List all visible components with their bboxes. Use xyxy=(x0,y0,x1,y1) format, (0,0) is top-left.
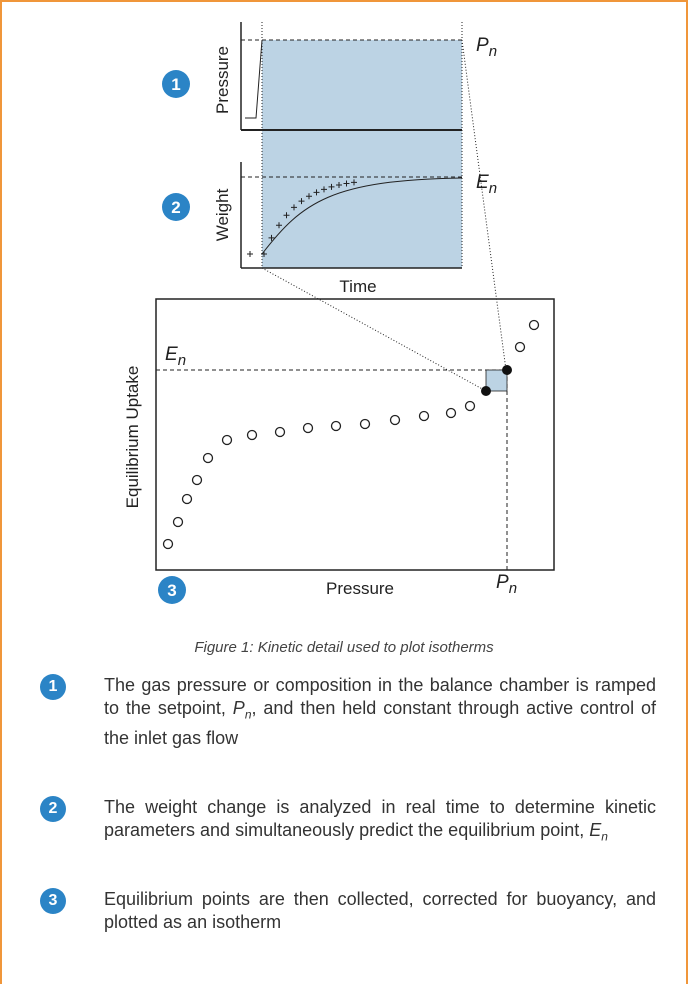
step-badge: 1 xyxy=(40,674,66,700)
en-label: En xyxy=(165,344,186,369)
sample-marker xyxy=(343,180,350,187)
caption: Figure 1: Kinetic detail used to plot is… xyxy=(194,639,494,656)
step-text: The weight change is analyzed in real ti… xyxy=(104,796,656,849)
sample-marker xyxy=(276,222,282,229)
figure: 1 2 3 Pressure Weight Time Equilibrium U… xyxy=(123,22,555,656)
en-label: En xyxy=(476,172,497,197)
symbol-letter: P xyxy=(232,698,245,718)
isotherm-point xyxy=(246,429,258,441)
isotherm-point xyxy=(162,538,174,550)
step-text: Equilibrium points are then collected, c… xyxy=(104,888,656,934)
isotherm-point xyxy=(464,400,476,412)
isotherm-point xyxy=(202,452,214,464)
axis-label: Weight xyxy=(213,188,232,241)
symbol: En xyxy=(589,820,608,844)
isotherm-point xyxy=(172,516,184,528)
isotherm-point xyxy=(528,319,540,331)
axis-label: Time xyxy=(339,277,376,296)
sample-marker xyxy=(298,198,305,205)
badge: 1 xyxy=(171,75,180,94)
sample-marker xyxy=(268,234,275,241)
sample-marker xyxy=(247,251,253,257)
sample-marker xyxy=(283,212,290,219)
badge: 3 xyxy=(167,581,176,600)
sample-marker xyxy=(313,189,320,196)
sample-marker xyxy=(351,179,357,186)
pn-label: Pn xyxy=(496,572,517,597)
axis-label: Equilibrium Uptake xyxy=(123,366,142,509)
text: Equilibrium points are then collected, c… xyxy=(104,889,656,932)
isotherm-point xyxy=(191,474,203,486)
subscript: n xyxy=(244,707,252,722)
badge: 2 xyxy=(171,198,180,217)
sample-marker xyxy=(261,251,267,257)
subscript: n xyxy=(601,829,608,844)
isotherm-point xyxy=(274,426,286,438)
text: , and then held constant through active … xyxy=(104,698,656,748)
shade xyxy=(262,40,462,268)
symbol: Pn xyxy=(232,698,252,722)
isotherm-point xyxy=(221,434,233,446)
isotherm-point xyxy=(181,493,193,505)
text: The weight change is analyzed in real ti… xyxy=(104,797,656,840)
isotherm-point xyxy=(330,420,342,432)
isotherm-point xyxy=(514,341,526,353)
sample-marker xyxy=(306,193,312,200)
axis-label: Pressure xyxy=(326,579,394,598)
sample-marker xyxy=(328,183,335,190)
symbol-letter: E xyxy=(589,820,602,840)
isotherm-point xyxy=(389,414,401,426)
sample-marker xyxy=(321,186,327,193)
sample-marker xyxy=(336,182,342,189)
pn-label: Pn xyxy=(476,35,497,60)
text: The gas pressure or composition in the b… xyxy=(104,675,656,718)
isotherm-point xyxy=(445,407,457,419)
step-text: The gas pressure or composition in the b… xyxy=(104,674,656,750)
step-badge: 3 xyxy=(40,888,66,914)
isotherm-point xyxy=(418,410,430,422)
step-badge: 2 xyxy=(40,796,66,822)
axis-label: Pressure xyxy=(213,46,232,114)
sample-marker xyxy=(291,204,297,211)
isotherm-point xyxy=(302,422,314,434)
isotherm-point xyxy=(359,418,371,430)
